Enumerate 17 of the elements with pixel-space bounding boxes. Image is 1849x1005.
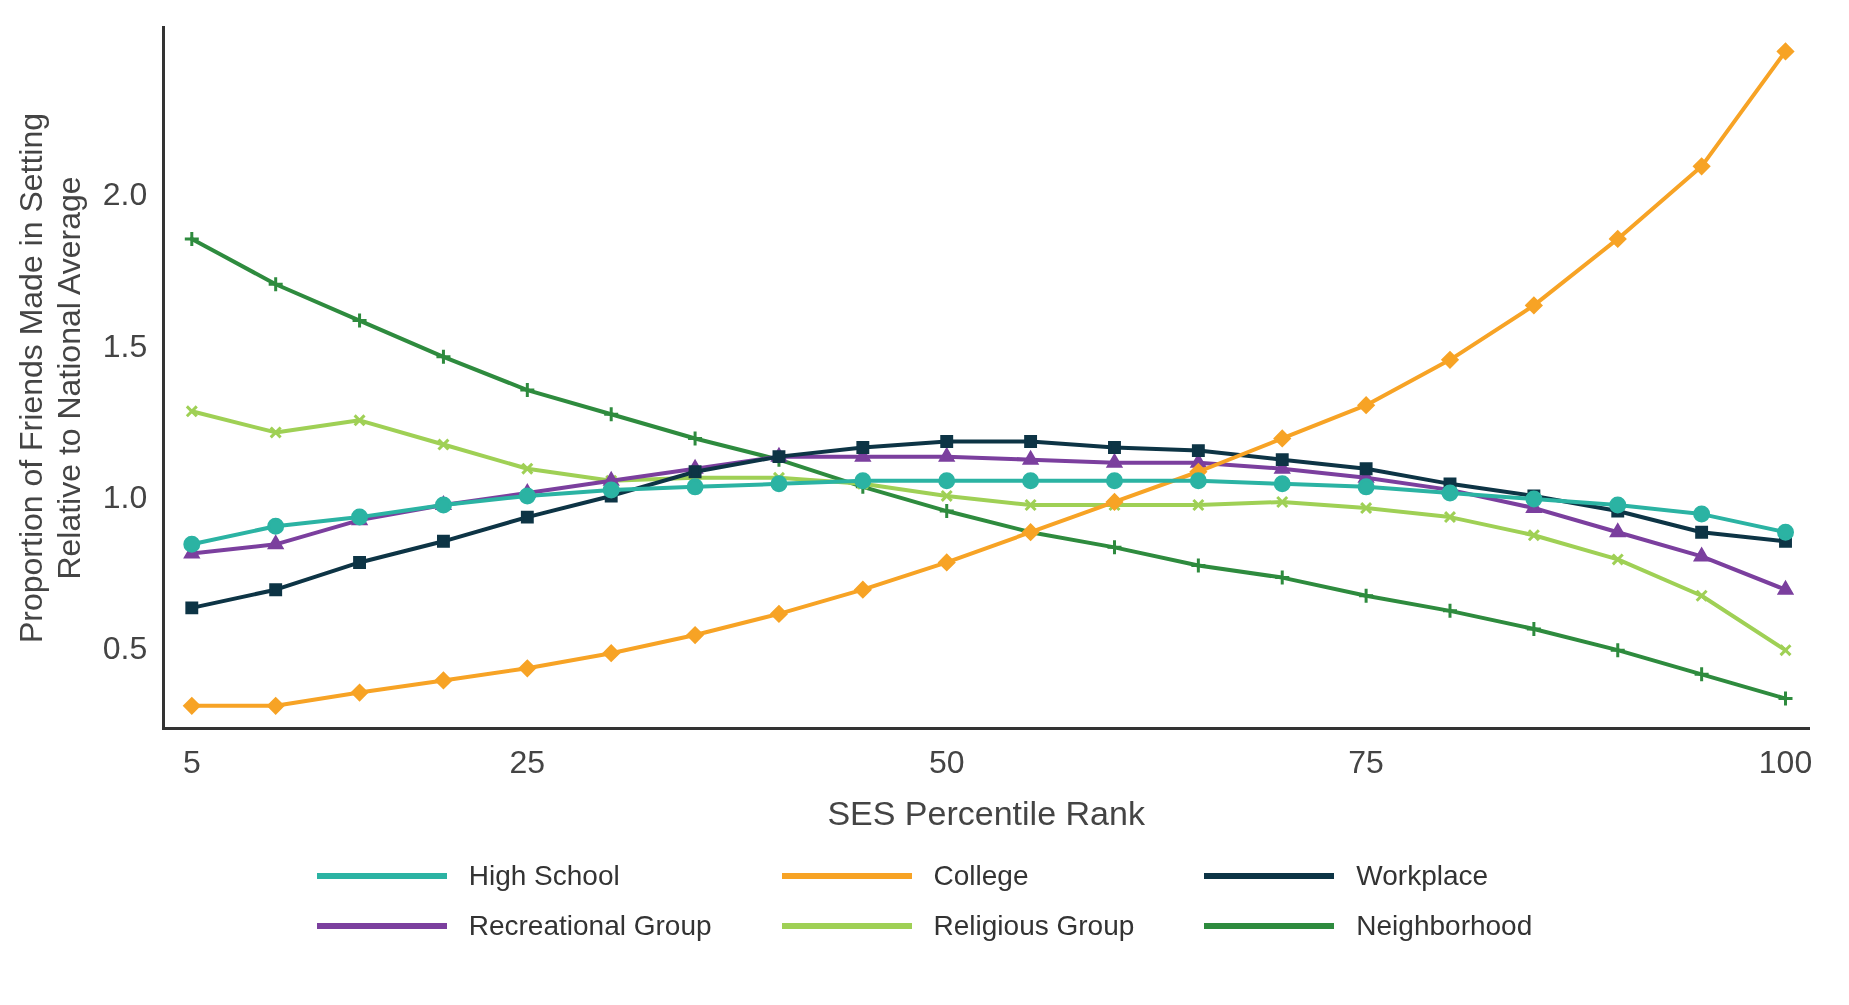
legend-label: Workplace [1356, 860, 1489, 892]
y-tick-label: 1.5 [102, 327, 148, 364]
legend-label: Neighborhood [1356, 910, 1533, 942]
x-tick-label: 100 [1758, 743, 1813, 780]
legend-label: Religious Group [933, 910, 1135, 942]
y-tick-label: 0.5 [102, 630, 148, 666]
x-axis-title: SES Percentile Rank [827, 793, 1146, 832]
x-tick-label: 25 [509, 743, 546, 780]
x-tick-label: 50 [928, 743, 965, 780]
y-tick-label: 2.0 [102, 176, 148, 213]
y-tick-label: 1.0 [102, 478, 148, 515]
legend-label: College [933, 860, 1029, 892]
x-tick-label: 75 [1348, 743, 1384, 780]
y-axis-title: Proportion of Friends Made in Setting Relative to National Average [13, 112, 88, 644]
legend-label: Recreational Group [468, 910, 712, 942]
legend-label: High School [468, 860, 620, 892]
x-tick-label: 5 [182, 743, 201, 780]
